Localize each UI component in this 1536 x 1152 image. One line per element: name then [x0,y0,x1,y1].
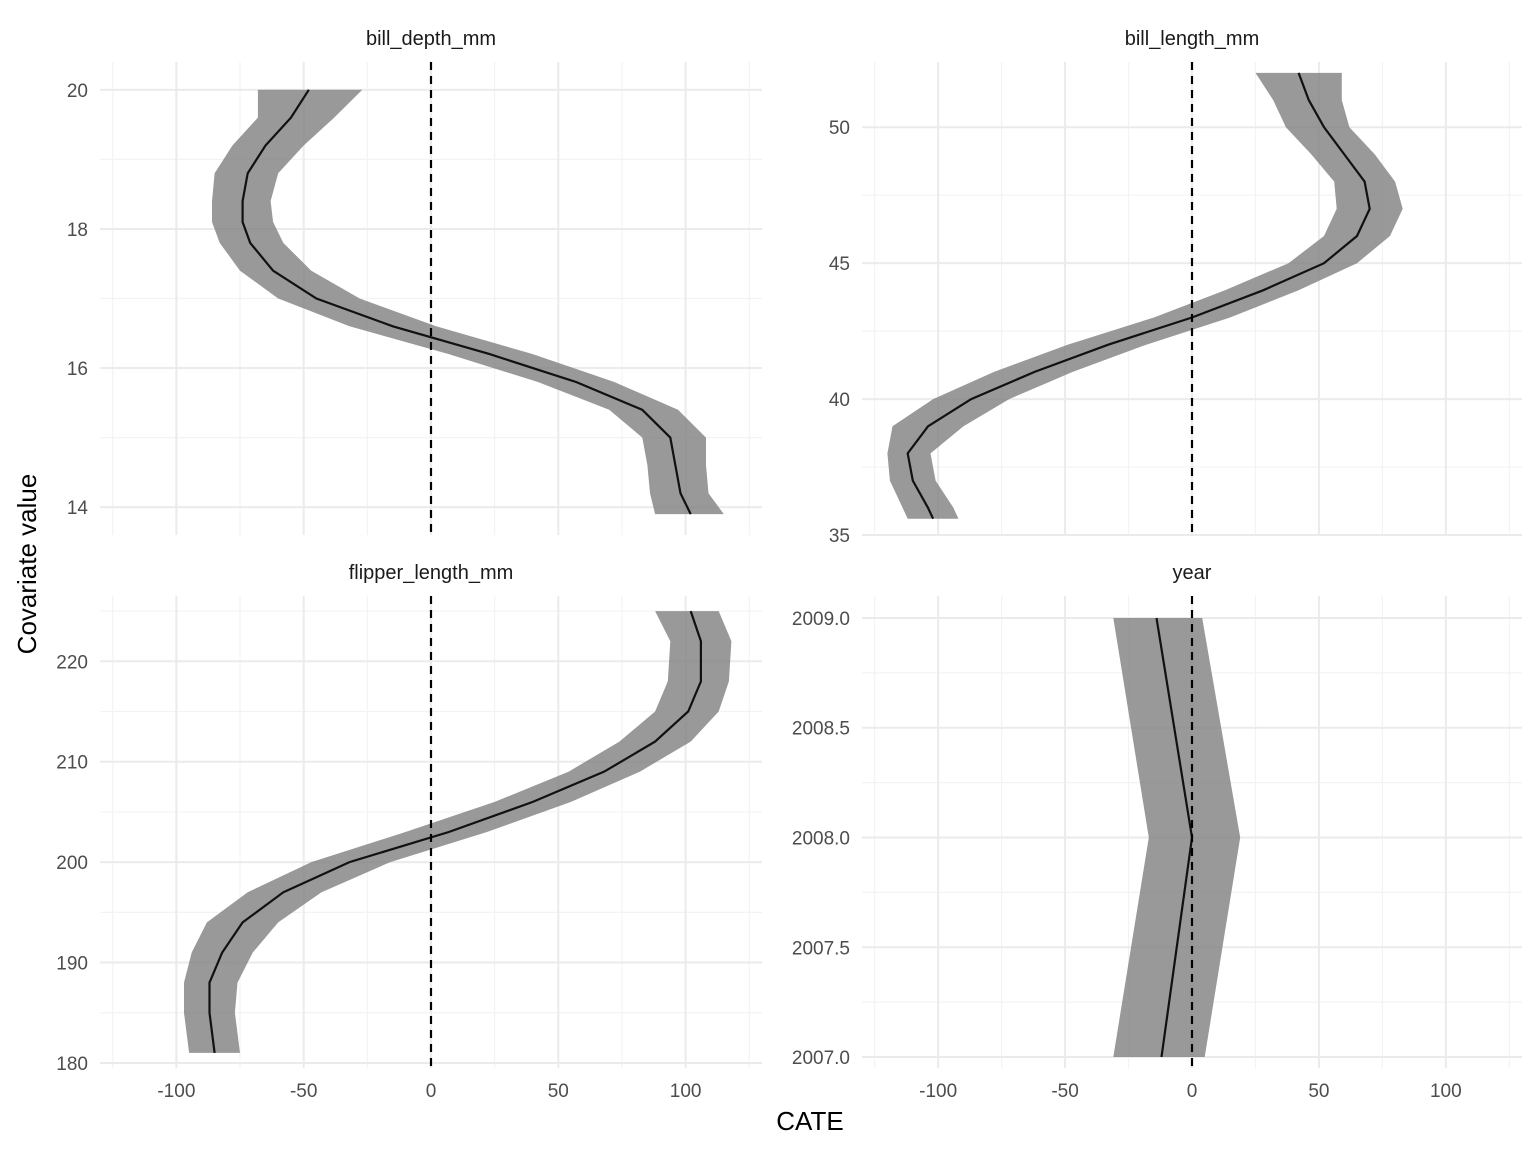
y-tick-label: 180 [56,1054,88,1075]
y-tick-label: 200 [56,853,88,874]
x-tick-label: 50 [1308,1081,1329,1102]
panels-layer: bill_depth_mm 14 16 18 20 bill_length_mm 35 40 4… [56,28,1522,1102]
cate-line [241,89,692,515]
y-tick-label: 210 [56,753,88,774]
panel-bill-length-mm: bill_length_mm 35 40 45 50 [829,28,1522,547]
y-tick-label: 2008.5 [792,719,850,740]
x-tick-label: -100 [157,1081,195,1102]
y-tick-label: 35 [829,526,850,547]
y-tick-label: 20 [67,81,88,102]
y-tick-label: 50 [829,118,850,139]
cate-line [208,610,703,1054]
panel-bill-depth-mm: bill_depth_mm 14 16 18 20 [67,28,762,535]
panel-year: year 2007.0 2007.5 2008.0 2008.5 2009.0 -100 -5… [792,562,1522,1102]
y-tick-label: 40 [829,390,850,411]
x-tick-label: 50 [548,1081,569,1102]
panel-title: bill_length_mm [1125,28,1260,50]
panel-flipper-length-mm: flipper_length_mm 180 190 200 210 220 -100 -50 0… [56,562,762,1102]
y-tick-label: 14 [67,498,89,519]
y-axis-title: Covariate value [12,474,42,655]
y-tick-label: 18 [67,220,88,241]
confidence-band [212,89,724,515]
x-tick-label: -100 [919,1081,957,1102]
panel-title: year [1173,562,1212,584]
panel-title: bill_depth_mm [366,28,496,50]
y-tick-label: 16 [67,359,88,380]
x-tick-label: 100 [1430,1081,1462,1102]
x-tick-label: 0 [1187,1081,1198,1102]
confidence-band [887,72,1403,519]
x-tick-label: -50 [1051,1081,1078,1102]
x-tick-label: 100 [670,1081,702,1102]
panel-title: flipper_length_mm [349,562,514,584]
x-axis-title: CATE [776,1106,843,1136]
y-tick-label: 190 [56,954,88,975]
confidence-band [184,611,732,1053]
y-tick-label: 220 [56,652,88,673]
x-tick-label: -50 [290,1081,317,1102]
y-tick-label: 45 [829,254,850,275]
y-tick-label: 2007.5 [792,938,850,959]
y-tick-label: 2009.0 [792,609,850,630]
x-tick-label: 0 [426,1081,437,1102]
confidence-band [1113,618,1241,1057]
y-tick-label: 2007.0 [792,1048,850,1069]
y-tick-label: 2008.0 [792,828,850,849]
cate-line [906,72,1371,520]
